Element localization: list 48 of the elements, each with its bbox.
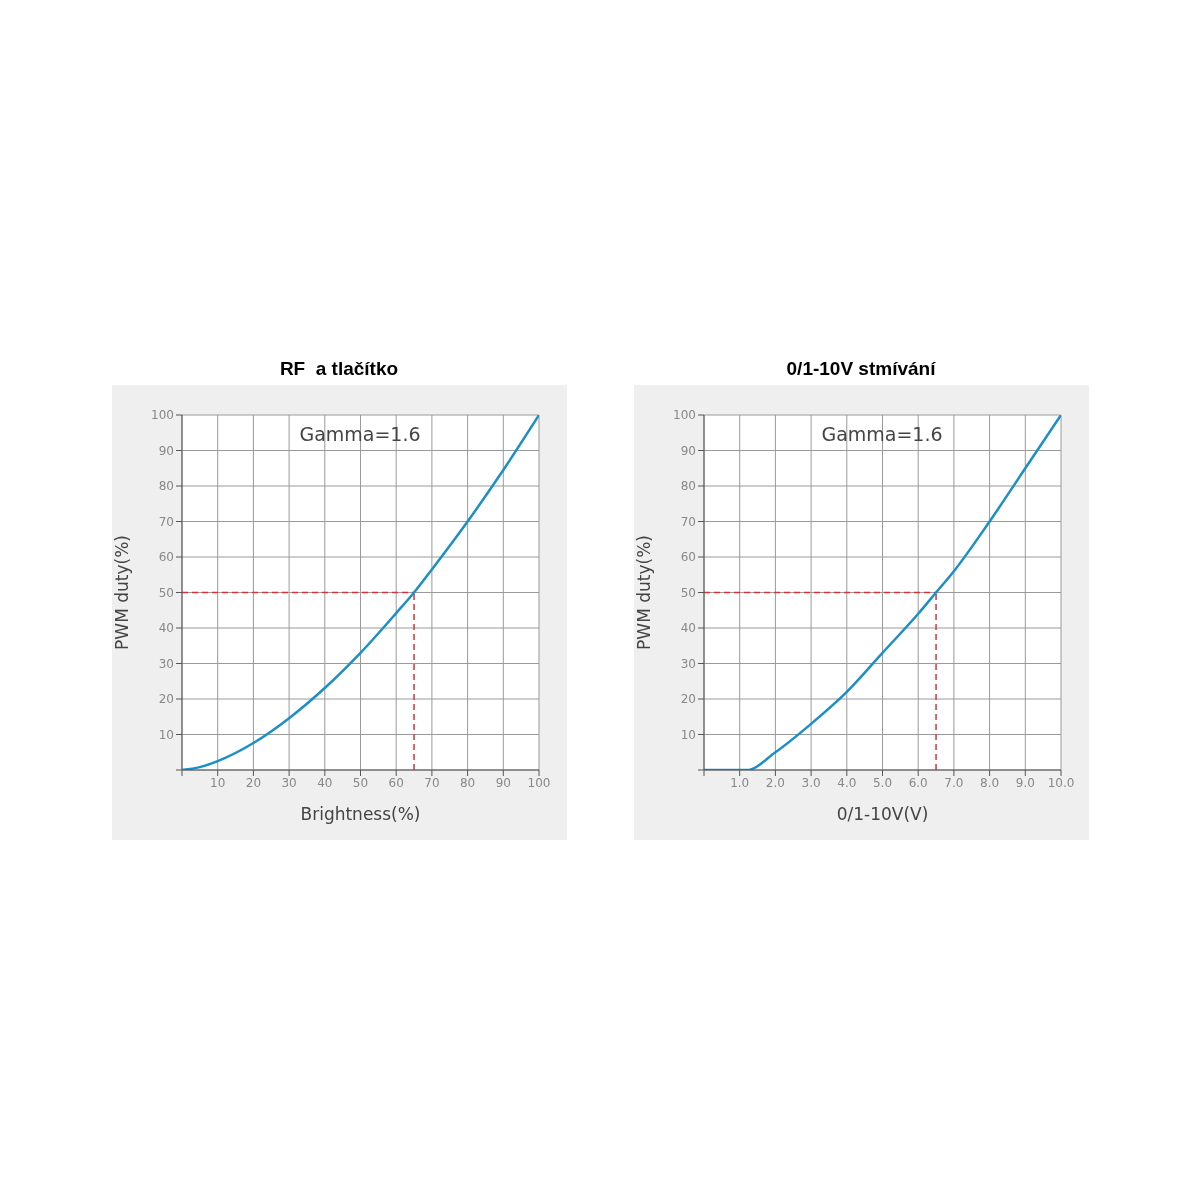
x-axis-title: Brightness(%) (300, 804, 420, 824)
y-tick-label: 40 (158, 621, 174, 636)
x-tick-label: 10 (209, 775, 225, 790)
x-tick-label: 50 (352, 775, 368, 790)
y-axis-title: PWM duty(%) (633, 535, 654, 650)
y-tick-label: 100 (150, 408, 174, 423)
y-tick-label: 70 (680, 514, 696, 529)
y-tick-label: 90 (158, 443, 174, 458)
annotation: Gamma=1.6 (298, 423, 422, 445)
y-tick-label: 50 (158, 585, 174, 600)
chart-title: RF a tlačítko (279, 357, 399, 381)
x-tick-label: 7.0 (943, 775, 963, 790)
x-tick-label: 3.0 (801, 775, 821, 790)
y-tick-label: 40 (680, 621, 696, 636)
y-tick-label: 10 (158, 727, 174, 742)
y-tick-label: 70 (158, 514, 174, 529)
x-tick-label: 8.0 (979, 775, 999, 790)
y-tick-label: 10 (680, 727, 696, 742)
x-tick-label: 80 (459, 775, 475, 790)
y-tick-label: 100 (672, 408, 696, 423)
y-tick-label: 60 (680, 550, 696, 565)
x-tick-label: 1.0 (729, 775, 749, 790)
x-tick-label: 9.0 (1015, 775, 1035, 790)
x-tick-label: 4.0 (836, 775, 856, 790)
x-tick-label: 40 (316, 775, 332, 790)
x-tick-label: 70 (423, 775, 440, 790)
y-tick-label: 60 (158, 550, 174, 565)
x-tick-label: 6.0 (908, 775, 928, 790)
x-tick-label: 5.0 (872, 775, 892, 790)
y-tick-label: 20 (158, 692, 174, 707)
x-tick-label: 100 (527, 775, 550, 790)
x-tick-label: 60 (388, 775, 404, 790)
y-tick-label: 80 (680, 479, 696, 494)
x-tick-label: 2.0 (765, 775, 785, 790)
y-axis-title: PWM duty(%) (111, 535, 132, 650)
y-tick-label: 30 (680, 656, 696, 671)
y-tick-label: 80 (158, 479, 174, 494)
y-tick-label: 90 (680, 443, 696, 458)
chart-title: 0/1-10V stmívání (786, 357, 936, 381)
x-tick-label: 20 (245, 775, 261, 790)
y-tick-label: 50 (680, 585, 696, 600)
x-tick-label: 90 (495, 775, 511, 790)
x-tick-label: 10.0 (1047, 775, 1074, 790)
y-tick-label: 20 (680, 692, 696, 707)
y-tick-label: 30 (158, 656, 174, 671)
x-axis-title: 0/1-10V(V) (836, 804, 928, 824)
x-tick-label: 30 (280, 775, 297, 790)
annotation: Gamma=1.6 (820, 423, 944, 445)
